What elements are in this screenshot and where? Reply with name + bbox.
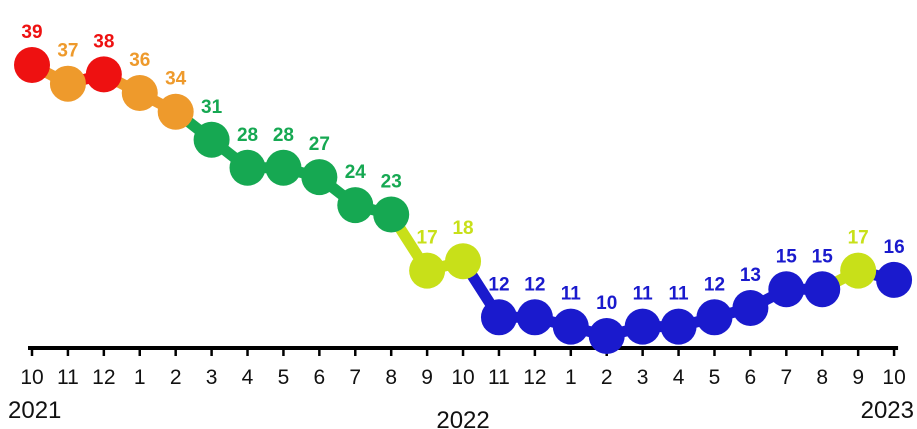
data-point <box>85 56 122 93</box>
data-label: 12 <box>704 274 725 295</box>
data-point <box>696 299 733 336</box>
data-point <box>516 299 553 336</box>
x-tick-label: 3 <box>637 366 649 389</box>
x-tick-label: 6 <box>314 366 326 389</box>
x-ticks <box>30 348 896 356</box>
data-label: 37 <box>57 41 78 62</box>
data-point <box>876 261 913 298</box>
data-label: 39 <box>21 22 42 43</box>
data-label: 28 <box>273 125 294 146</box>
data-label: 31 <box>201 97 223 118</box>
x-tick-label: 9 <box>852 366 864 389</box>
data-point <box>229 149 266 186</box>
data-label: 23 <box>381 172 402 193</box>
data-label: 36 <box>129 50 150 71</box>
x-tick-label: 8 <box>816 366 828 389</box>
x-tick-label: 4 <box>242 366 254 389</box>
data-label: 16 <box>884 237 905 258</box>
data-labels: 39 37 38 36 34 31 28 28 27 24 23 17 18 12 12 11 10 11 11 12… <box>21 22 904 314</box>
x-tick-label: 12 <box>523 366 546 389</box>
x-tick-label: 10 <box>20 366 43 389</box>
data-point <box>121 75 158 112</box>
data-label: 11 <box>561 284 582 305</box>
data-point <box>552 308 589 345</box>
x-tick-label: 6 <box>745 366 757 389</box>
data-label: 12 <box>524 274 545 295</box>
data-point <box>157 93 194 130</box>
data-point <box>301 159 338 196</box>
x-tick-label: 7 <box>349 366 361 389</box>
x-tick-label: 1 <box>134 366 146 389</box>
data-label: 15 <box>776 246 798 267</box>
data-point <box>265 149 302 186</box>
data-point <box>14 47 50 83</box>
data-label: 38 <box>93 31 114 52</box>
x-tick-label: 5 <box>709 366 721 389</box>
x-tick-label: 5 <box>278 366 290 389</box>
data-label: 27 <box>309 134 330 155</box>
data-label: 17 <box>848 228 869 249</box>
data-point <box>480 299 517 336</box>
x-tick-label: 8 <box>385 366 397 389</box>
year-label: 2023 <box>861 397 914 424</box>
data-point <box>445 243 482 280</box>
data-label: 18 <box>452 218 473 239</box>
data-point <box>804 271 841 308</box>
data-label: 24 <box>345 162 367 183</box>
data-label: 15 <box>812 246 834 267</box>
data-point <box>373 196 410 233</box>
data-points <box>14 47 913 354</box>
x-tick-label: 9 <box>421 366 433 389</box>
x-tick-label: 10 <box>451 366 474 389</box>
data-label: 10 <box>596 293 617 314</box>
data-label: 11 <box>633 284 654 305</box>
x-tick-label: 11 <box>488 366 510 389</box>
year-label: 2022 <box>436 407 489 429</box>
data-point <box>840 252 877 289</box>
x-tick-label: 2 <box>170 366 182 389</box>
data-point <box>193 121 230 158</box>
data-label: 12 <box>488 274 509 295</box>
data-point <box>768 271 805 308</box>
data-point <box>409 252 446 289</box>
data-label: 17 <box>417 228 438 249</box>
data-label: 28 <box>237 125 258 146</box>
year-labels: 2021 2022 2023 <box>8 397 914 429</box>
data-point <box>624 308 661 345</box>
data-label: 34 <box>165 69 187 90</box>
x-tick-label: 4 <box>673 366 685 389</box>
data-point <box>732 289 769 326</box>
x-tick-label: 10 <box>882 366 905 389</box>
year-label: 2021 <box>8 397 61 424</box>
data-point <box>588 318 625 354</box>
x-tick-label: 1 <box>565 366 577 389</box>
data-point <box>660 308 697 345</box>
x-tick-label: 11 <box>57 366 79 389</box>
x-tick-label: 3 <box>206 366 218 389</box>
x-tick-label: 12 <box>92 366 115 389</box>
x-tick-label: 7 <box>780 366 792 389</box>
data-point <box>49 65 86 102</box>
x-tick-label: 2 <box>601 366 613 389</box>
data-point <box>337 187 374 224</box>
data-label: 13 <box>740 265 761 286</box>
x-tick-labels: 10 11 12 1 2 3 4 5 6 7 8 9 10 11 12 1 2 3 4 5 6 7 8 9 10 <box>20 366 905 389</box>
data-label: 11 <box>669 284 690 305</box>
